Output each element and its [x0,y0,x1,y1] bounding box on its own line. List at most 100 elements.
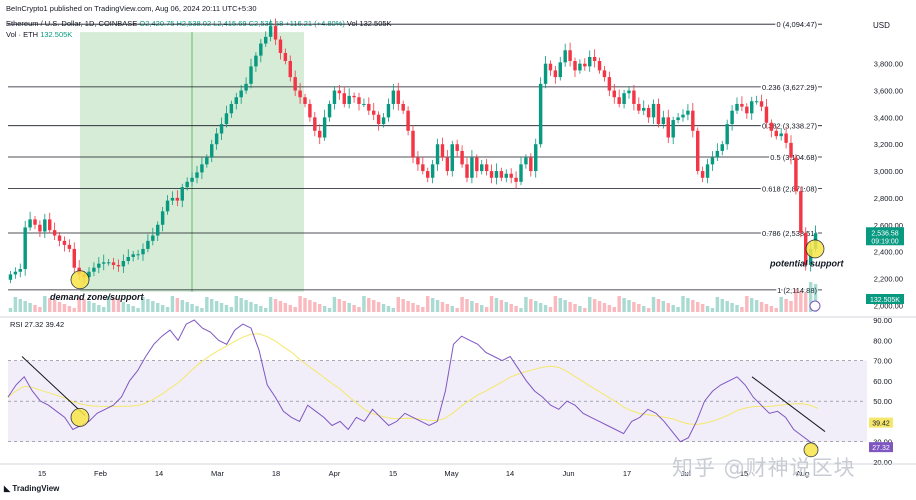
fib-label: 0.5 (3,104.68) [770,153,817,162]
currency-label: USD [873,21,890,30]
candle-body [661,117,666,125]
candle-body [8,274,13,280]
volume-bar [362,296,366,312]
volume-bar [769,306,774,312]
volume-bar [661,301,666,312]
volume-bar [681,296,685,312]
volume-bar [391,308,396,312]
candle-body [308,103,312,118]
candle-body [622,93,626,104]
candle-body [116,265,121,267]
candle-body [401,103,405,111]
volume-bar [597,301,602,312]
candle-body [651,103,656,118]
volume-bar [18,299,22,312]
volume-bar [730,303,734,312]
rsi-tag [869,442,893,453]
volume-bar [426,296,430,312]
volume-bar [656,299,661,312]
rsi-tick-label: 20.00 [873,458,892,467]
volume-bar [529,299,533,312]
rsi-circle-right [803,442,819,458]
volume-bar [13,297,18,312]
candle-body [264,36,268,44]
volume-bar [376,302,381,312]
candle-body [318,130,322,138]
volume-bar [519,308,523,312]
ohlc-values: O2,420.75 H2,538.02 L2,415.69 C2,536.58 … [139,19,345,28]
volume-bar [367,298,371,312]
candle-body [627,90,631,94]
candle-body [131,254,135,257]
candle-body [524,157,528,165]
rsi-ma-line [7,333,819,426]
price-tick-label: 2,600.00 [874,221,903,230]
candle-body [538,83,543,145]
volume-bar [396,297,400,312]
candle-body [494,171,499,178]
volume-bar [651,297,656,312]
candle-body [460,150,464,165]
candle-body [210,144,214,158]
candle-body [676,117,680,121]
candle-body [637,103,641,111]
candle-body [534,144,538,172]
candle-body [435,144,440,165]
candle-body [43,219,47,232]
volume-bar [160,305,165,312]
volume-bar [342,301,346,312]
volume-bar [372,300,376,312]
price-tick-label: 3,600.00 [874,87,903,96]
candle-body [455,144,459,151]
volume-bar [504,302,508,312]
volume-bar [293,307,297,312]
volume-bar [421,307,425,312]
candle-body [283,52,288,62]
volume-bar [588,297,592,312]
rsi-label: RSI 27.32 39.42 [10,320,64,329]
candle-body [715,150,720,158]
candle-body [720,144,724,151]
volume-bar [111,298,116,312]
candle-body [180,187,184,201]
volume-bar [445,304,450,312]
rsi-tick-label: 60.00 [873,377,892,386]
rsi-line [7,319,819,449]
volume-value: 132.505K [40,30,73,39]
candle-body [214,133,219,145]
volume-bar [705,306,710,312]
candle-body [273,26,278,40]
volume-bar [617,296,621,312]
volume-bar [48,298,52,312]
volume-bar [268,297,273,312]
candle-body [121,260,126,267]
candle-body [568,50,572,62]
volume-bar [710,308,715,312]
volume-bar [401,299,405,312]
volume-bar [499,300,504,312]
candle-body [421,164,425,172]
volume-bar [67,306,72,312]
volume-bar [612,307,616,312]
candle-body [288,61,292,78]
candle-body [352,95,356,98]
volume-bar [416,305,420,312]
volume-bar [725,301,729,312]
current-price-label: 2,536.58 [871,230,898,237]
candle-body [725,124,729,145]
volume-bar [509,304,513,312]
candle-body [789,142,793,158]
volume-bar [784,299,788,312]
candle-body [38,224,42,232]
x-tick-label: 15 [389,469,397,478]
volume-bar [465,299,469,312]
candle-body [67,244,72,249]
candle-body [52,230,57,236]
candle-body [205,157,209,165]
volume-bar [278,301,283,312]
candle-body [386,103,391,118]
volume-bar [170,296,175,312]
candle-body [588,56,592,67]
volume-bar [691,300,695,312]
